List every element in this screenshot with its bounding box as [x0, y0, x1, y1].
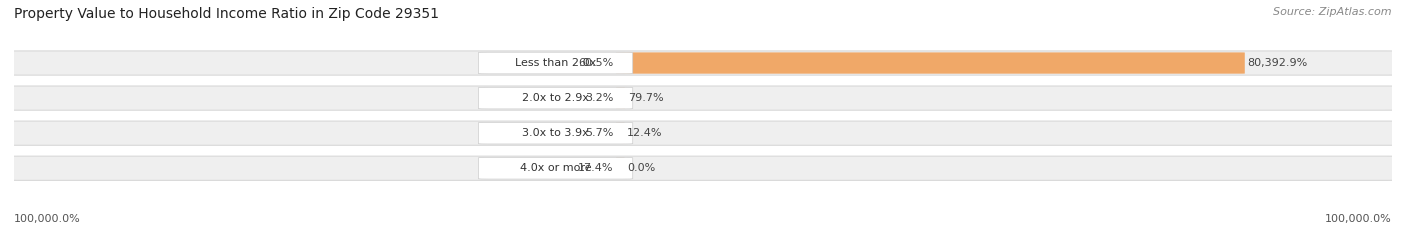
FancyBboxPatch shape: [0, 86, 1406, 110]
FancyBboxPatch shape: [616, 158, 624, 179]
Text: Property Value to Household Income Ratio in Zip Code 29351: Property Value to Household Income Ratio…: [14, 7, 439, 21]
FancyBboxPatch shape: [616, 52, 1244, 74]
Text: 2.0x to 2.9x: 2.0x to 2.9x: [522, 93, 589, 103]
Text: Less than 2.0x: Less than 2.0x: [515, 58, 596, 68]
FancyBboxPatch shape: [616, 87, 626, 109]
Text: 4.0x or more: 4.0x or more: [520, 163, 592, 173]
FancyBboxPatch shape: [616, 158, 624, 179]
Text: 100,000.0%: 100,000.0%: [1326, 214, 1392, 224]
FancyBboxPatch shape: [616, 87, 624, 109]
Text: 79.7%: 79.7%: [628, 93, 664, 103]
Text: 3.2%: 3.2%: [585, 93, 613, 103]
Text: 100,000.0%: 100,000.0%: [14, 214, 80, 224]
Text: 12.4%: 12.4%: [627, 128, 662, 138]
FancyBboxPatch shape: [0, 156, 1406, 180]
FancyBboxPatch shape: [478, 52, 633, 74]
FancyBboxPatch shape: [616, 52, 624, 74]
Text: 3.0x to 3.9x: 3.0x to 3.9x: [522, 128, 589, 138]
FancyBboxPatch shape: [616, 123, 624, 144]
Text: 17.4%: 17.4%: [578, 163, 613, 173]
Text: 0.0%: 0.0%: [627, 163, 655, 173]
Text: 5.7%: 5.7%: [585, 128, 613, 138]
Text: Source: ZipAtlas.com: Source: ZipAtlas.com: [1274, 7, 1392, 17]
FancyBboxPatch shape: [478, 87, 633, 109]
FancyBboxPatch shape: [0, 121, 1406, 145]
Text: 80,392.9%: 80,392.9%: [1247, 58, 1308, 68]
FancyBboxPatch shape: [478, 122, 633, 144]
FancyBboxPatch shape: [0, 51, 1406, 75]
FancyBboxPatch shape: [616, 123, 624, 144]
FancyBboxPatch shape: [478, 158, 633, 179]
Text: 60.5%: 60.5%: [578, 58, 613, 68]
